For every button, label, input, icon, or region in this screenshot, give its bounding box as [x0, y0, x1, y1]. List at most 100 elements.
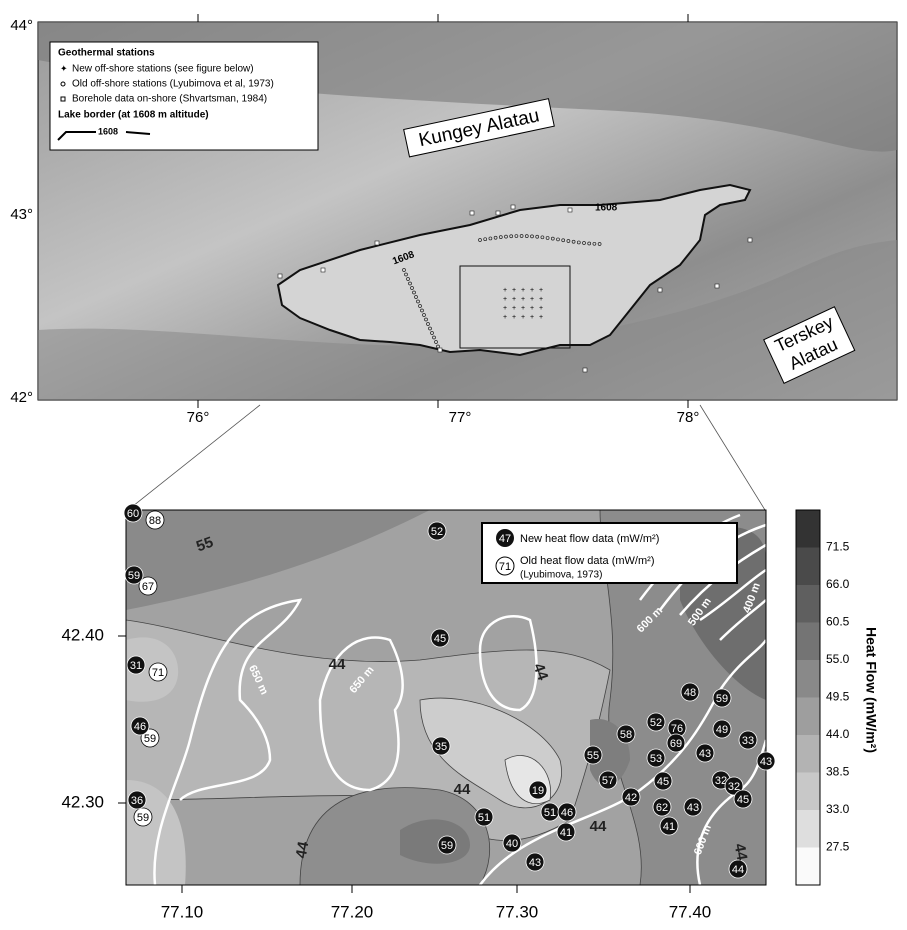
new-station: + [539, 314, 543, 321]
station-value: 49 [716, 724, 728, 736]
colorbar-band [796, 735, 820, 773]
old-station [592, 241, 597, 246]
old-station [493, 235, 498, 240]
station-value: 52 [650, 717, 662, 729]
old-station [556, 237, 560, 242]
new-station: + [503, 296, 507, 303]
old-station [145, 510, 165, 530]
old-station [404, 272, 408, 277]
lake-border [276, 183, 752, 357]
zoom-line [127, 404, 261, 511]
old-station [524, 234, 529, 238]
old-station [540, 235, 545, 240]
old-station [509, 234, 514, 239]
legend: Geothermal stations ✦ New off-shore stat… [49, 41, 319, 151]
new-station [598, 770, 618, 790]
station-value: 88 [149, 515, 161, 527]
inset-frame [459, 265, 571, 349]
label-box [403, 98, 555, 158]
old-station [478, 238, 482, 242]
old-station [408, 281, 412, 286]
old-station [420, 308, 424, 313]
colorbar-band [796, 510, 820, 548]
station-value: 45 [737, 794, 749, 806]
new-station [431, 736, 451, 756]
old-station [587, 241, 592, 246]
new-station: + [530, 296, 534, 303]
old-station [566, 239, 571, 243]
station-value: 52 [431, 526, 443, 538]
old-station [414, 295, 418, 299]
colorbar-frame [795, 509, 821, 886]
new-station [652, 797, 672, 817]
borehole [469, 210, 475, 216]
new-station: + [521, 296, 525, 303]
station-value: 19 [532, 785, 544, 797]
old-station [504, 234, 508, 239]
old-station [550, 236, 555, 241]
new-station [525, 852, 545, 872]
station-value: 41 [663, 821, 675, 833]
station-value: 59 [128, 570, 140, 582]
contour-label: 44 [454, 781, 471, 798]
old-station [406, 277, 410, 281]
new-station [557, 802, 577, 822]
contour-fill [126, 510, 430, 610]
borehole [277, 273, 283, 279]
borehole [714, 283, 720, 289]
mountain-range [38, 240, 897, 400]
legend-item: Borehole data on-shore (Shvartsman, 1984… [72, 94, 267, 105]
lon-label: 78° [677, 409, 700, 426]
lon-label: 77.20 [331, 902, 374, 921]
contour-label: 1608 [595, 203, 618, 214]
old-station [426, 322, 430, 326]
lon-label: 77.30 [496, 902, 539, 921]
old-station [428, 326, 432, 331]
borehole [567, 207, 573, 213]
colorbar-band [796, 547, 820, 585]
station-value: 59 [716, 693, 728, 705]
station-value: 35 [435, 741, 447, 753]
new-station [437, 835, 457, 855]
old-station [545, 236, 550, 240]
new-station: + [530, 287, 534, 294]
new-station: + [530, 305, 534, 312]
contour-label: 44 [329, 656, 346, 673]
colorbar-band [796, 772, 820, 810]
legend: 47 New heat flow data (mW/m²) 71 Old hea… [481, 522, 738, 584]
old-station [138, 576, 158, 596]
ticks [118, 635, 691, 893]
legend-line-label: 1608 [98, 126, 118, 136]
station-value: 33 [742, 735, 754, 747]
new-station [695, 743, 715, 763]
station-value: 53 [650, 753, 662, 765]
new-station: + [521, 287, 525, 294]
station-value: 58 [620, 729, 632, 741]
legend-symbol [496, 529, 514, 547]
old-station [434, 340, 438, 344]
new-station [712, 719, 732, 739]
new-station [728, 859, 748, 879]
new-station: + [512, 296, 516, 303]
new-station: + [539, 287, 543, 294]
new-station [653, 771, 673, 791]
new-station [430, 628, 450, 648]
new-station: + [512, 305, 516, 312]
borehole [510, 204, 516, 210]
map-frame [125, 509, 767, 886]
old-station [571, 239, 576, 244]
old-station [133, 807, 153, 827]
new-station: + [503, 287, 507, 294]
new-station [724, 776, 744, 796]
old-station [402, 268, 406, 272]
old-station [514, 234, 519, 238]
legend-item: New off-shore stations (see figure below… [72, 64, 254, 75]
contour-fill [400, 819, 470, 864]
station-value: 51 [544, 807, 556, 819]
old-station [418, 304, 422, 308]
new-station [621, 787, 641, 807]
new-station [659, 816, 679, 836]
